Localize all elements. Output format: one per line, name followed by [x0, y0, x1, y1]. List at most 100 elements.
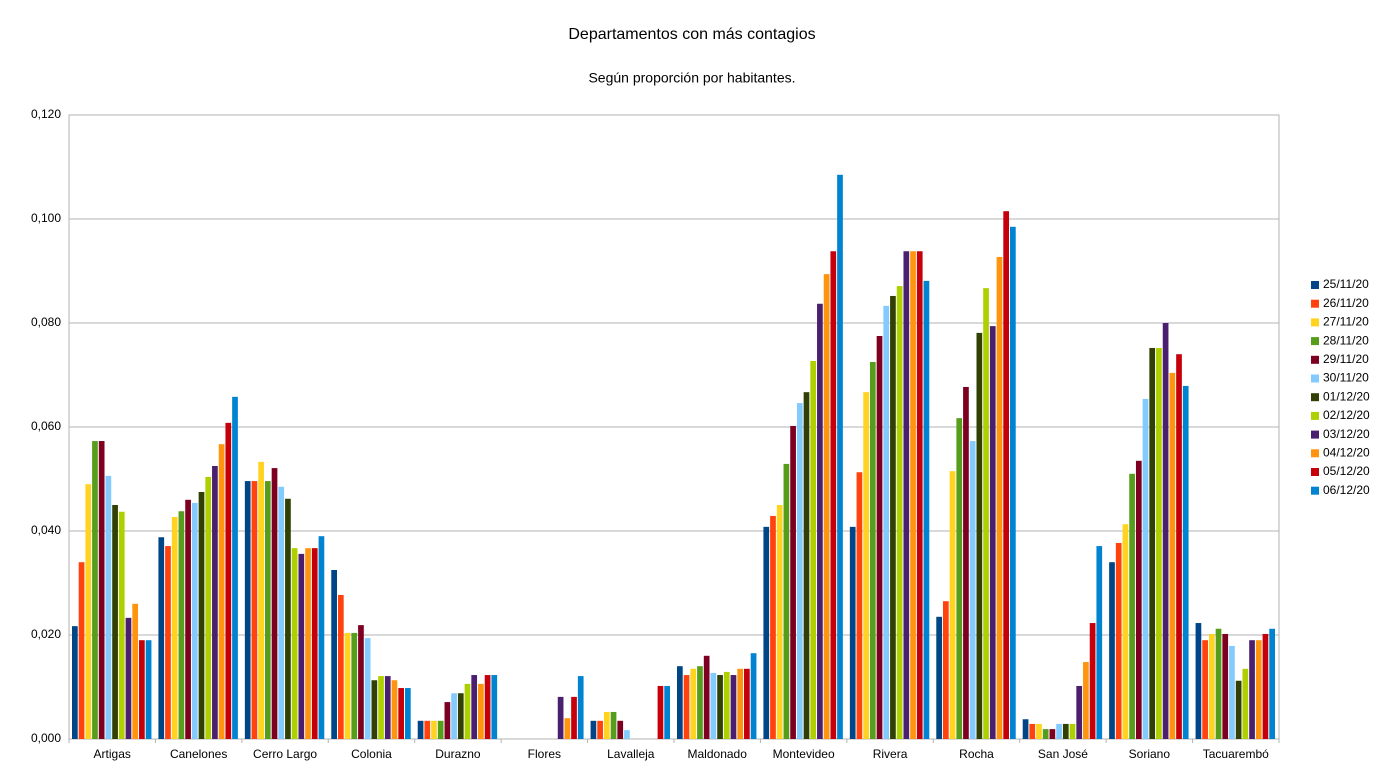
- bar: [863, 392, 869, 739]
- bar: [337, 594, 344, 739]
- bar: [690, 668, 697, 739]
- bar: [437, 720, 444, 739]
- bar: [139, 640, 145, 739]
- bar: [849, 526, 856, 739]
- bar: [603, 711, 610, 739]
- bar: [776, 505, 783, 739]
- bar: [398, 688, 405, 739]
- bar: [1255, 640, 1262, 739]
- bar: [1109, 562, 1115, 739]
- bar: [903, 251, 910, 740]
- legend-swatch: [1311, 355, 1319, 364]
- bar: [331, 570, 337, 739]
- bar: [936, 616, 942, 739]
- bar: [869, 362, 876, 739]
- legend-swatch: [1311, 393, 1319, 402]
- legend-swatch: [1311, 318, 1319, 327]
- bar: [1208, 633, 1215, 739]
- bar: [85, 484, 92, 739]
- bar: [910, 251, 916, 740]
- bar: [1222, 633, 1229, 739]
- x-tick-label: Artigas: [94, 747, 131, 761]
- bar: [890, 295, 896, 739]
- legend-label: 01/12/20: [1323, 389, 1370, 403]
- bar: [1069, 723, 1076, 739]
- bar: [1202, 640, 1208, 739]
- bar: [896, 286, 903, 739]
- bar: [763, 526, 770, 739]
- y-tick-label: 0,120: [31, 107, 61, 121]
- bar: [617, 720, 624, 739]
- bar: [1115, 542, 1122, 739]
- bar: [364, 638, 371, 739]
- legend-swatch: [1311, 299, 1319, 308]
- y-tick-label: 0,020: [31, 627, 61, 641]
- bar: [1242, 668, 1249, 739]
- chart-title: Departamentos con más contagios: [568, 26, 815, 43]
- bar: [478, 683, 484, 739]
- bar: [358, 625, 364, 739]
- legend-swatch: [1311, 486, 1319, 495]
- bar: [1089, 623, 1096, 739]
- x-tick-label: San José: [1038, 747, 1088, 761]
- bar: [783, 463, 790, 739]
- bar: [976, 332, 983, 739]
- bar: [1269, 628, 1275, 739]
- bar: [1096, 546, 1103, 739]
- bar: [796, 403, 803, 739]
- legend-label: 05/12/20: [1323, 464, 1370, 478]
- bar: [837, 174, 843, 740]
- bar: [212, 466, 218, 739]
- bar: [305, 548, 311, 739]
- bar: [431, 720, 437, 739]
- x-tick-label: Montevideo: [773, 747, 835, 761]
- bar: [424, 720, 431, 739]
- legend-swatch: [1311, 468, 1319, 476]
- bar: [590, 720, 597, 739]
- bar: [72, 626, 78, 739]
- y-tick-label: 0,080: [31, 315, 61, 329]
- bar: [1129, 473, 1135, 739]
- bar: [790, 425, 796, 739]
- x-tick-label: Rocha: [959, 747, 994, 761]
- bar: [78, 562, 85, 739]
- bar: [557, 696, 564, 739]
- bar: [817, 303, 823, 739]
- bar: [624, 730, 630, 739]
- x-tick-label: Rivera: [873, 747, 908, 761]
- bar: [271, 468, 278, 739]
- bar: [1162, 323, 1169, 739]
- bar: [444, 702, 451, 739]
- bar: [677, 666, 683, 739]
- x-tick-label: Flores: [528, 747, 561, 761]
- bar: [145, 640, 152, 739]
- legend-label: 27/11/20: [1323, 315, 1369, 329]
- bar: [923, 280, 930, 739]
- bar: [1249, 640, 1255, 739]
- bar: [956, 418, 963, 739]
- bar: [318, 536, 325, 739]
- bar: [344, 632, 351, 739]
- bar: [205, 476, 212, 739]
- bar: [158, 537, 165, 739]
- bar: [417, 720, 424, 739]
- bar: [457, 693, 464, 739]
- x-tick-label: Cerro Largo: [253, 747, 317, 761]
- bar: [471, 675, 478, 739]
- bar: [717, 675, 723, 739]
- bar: [737, 668, 744, 739]
- bar: [405, 688, 411, 739]
- bar: [191, 502, 198, 739]
- bar: [710, 672, 717, 739]
- legend-label: 02/12/20: [1323, 408, 1370, 422]
- bar: [564, 718, 571, 739]
- legend-label: 29/11/20: [1323, 352, 1369, 366]
- bar: [969, 441, 976, 739]
- bar: [264, 481, 271, 739]
- bar: [1135, 460, 1142, 739]
- legend-label: 06/12/20: [1323, 483, 1370, 497]
- bar: [291, 548, 298, 739]
- bar: [1049, 729, 1056, 739]
- legend-swatch: [1311, 411, 1319, 420]
